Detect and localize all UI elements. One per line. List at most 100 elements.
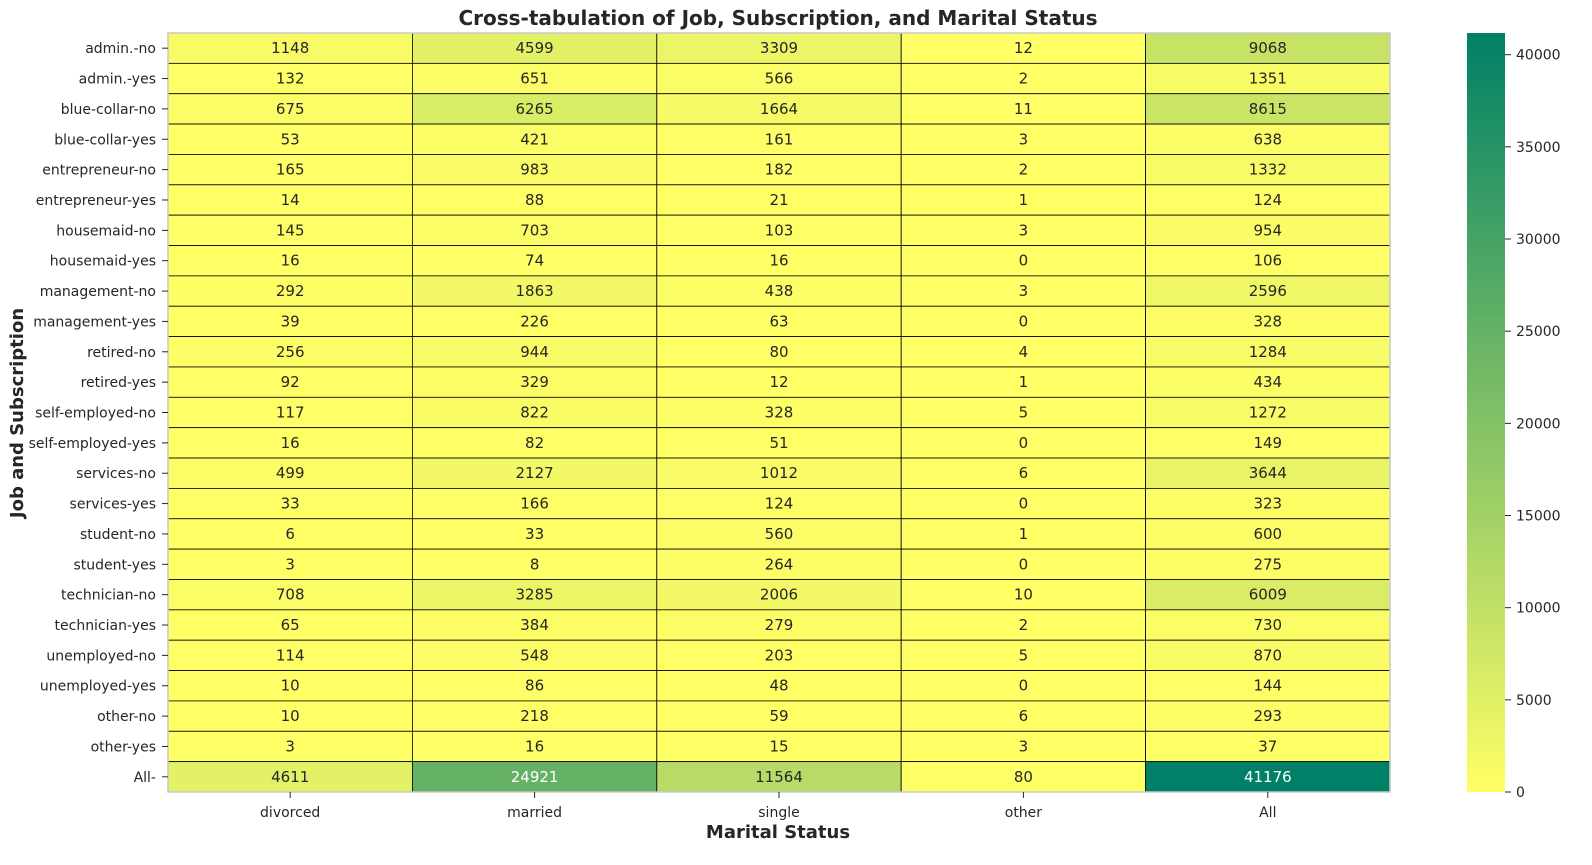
cell-value-label: 328 (1253, 312, 1282, 330)
column-tick-labels: divorced married single other All (260, 792, 1276, 821)
cell-value-label: 1 (1019, 525, 1029, 543)
cell-value-label: 14 (281, 191, 300, 209)
cell-value-label: 15 (769, 737, 788, 755)
heatmap-cell (1145, 639, 1391, 671)
row-tick-label: housemaid-no (56, 223, 156, 239)
heatmap-cell (900, 518, 1147, 550)
heatmap-cell (411, 487, 658, 520)
heatmap-cell (411, 427, 658, 459)
heatmap-cell (411, 275, 658, 307)
heatmap-cell (167, 245, 413, 277)
heatmap-cell (900, 336, 1147, 368)
cell-value-label: 106 (1253, 252, 1282, 270)
column-tick-label: married (507, 805, 562, 821)
cell-value-label: 33 (281, 495, 300, 513)
row-tick-label: admin.-yes (79, 72, 156, 88)
cell-value-label: 730 (1253, 616, 1282, 634)
heatmap-cell (900, 184, 1147, 216)
colorbar-tick-label: 15000 (1516, 509, 1561, 525)
row-tick-label: admin.-no (85, 41, 156, 57)
cell-value-label: 0 (1019, 252, 1029, 270)
cell-value-label: 145 (276, 221, 305, 239)
heatmap-cell (1145, 427, 1391, 459)
cell-value-label: 0 (1019, 677, 1029, 695)
cell-value-label: 203 (765, 646, 794, 664)
cell-value-label: 5 (1019, 404, 1029, 422)
heatmap-cell (411, 639, 658, 671)
cell-value-label: 80 (1014, 768, 1033, 786)
cell-value-label: 3644 (1249, 464, 1287, 482)
cell-value-label: 0 (1019, 495, 1029, 513)
heatmap-cell (656, 761, 902, 793)
heatmap-cell (1145, 245, 1391, 277)
cell-value-label: 48 (769, 677, 788, 695)
heatmap-cell (900, 609, 1147, 641)
heatmap-cell (411, 245, 658, 277)
cell-value-label: 384 (520, 616, 549, 634)
y-axis-label: Job and Subscription (7, 308, 28, 520)
row-tick-label: management-no (40, 284, 156, 300)
heatmap-cell (900, 123, 1147, 155)
heatmap-cell (167, 214, 413, 246)
heatmap-cell (656, 518, 902, 550)
heatmap-cell (411, 761, 658, 793)
cell-value-label: 3 (1019, 130, 1029, 148)
heatmap-cell (1145, 730, 1391, 763)
cell-value-label: 11564 (755, 768, 803, 786)
heatmap-cell (167, 62, 413, 95)
cell-value-label: 218 (520, 707, 549, 725)
row-tick-label: services-no (76, 466, 156, 482)
heatmap-cell (167, 427, 413, 459)
heatmap-cell (656, 62, 902, 95)
heatmap-cell (1145, 305, 1391, 337)
cell-value-label: 65 (281, 616, 300, 634)
cell-value-label: 4611 (271, 768, 309, 786)
cell-value-label: 16 (281, 434, 300, 452)
cell-value-label: 4599 (516, 39, 554, 57)
cell-value-label: 870 (1253, 646, 1282, 664)
heatmap-cell (167, 761, 413, 793)
cell-value-label: 675 (276, 100, 305, 118)
heatmap-cell (167, 154, 413, 186)
cell-value-label: 114 (276, 646, 305, 664)
cell-value-label: 8 (530, 555, 540, 573)
cell-value-label: 708 (276, 586, 305, 604)
cell-value-label: 86 (525, 677, 544, 695)
cell-value-label: 24921 (511, 768, 559, 786)
cell-value-label: 4 (1019, 343, 1029, 361)
heatmap-cell (656, 154, 902, 186)
cell-value-label: 3 (1019, 221, 1029, 239)
row-tick-label: housemaid-yes (50, 254, 156, 270)
row-tick-label: blue-collar-yes (54, 132, 156, 148)
cell-value-label: 6 (1019, 464, 1029, 482)
heatmap-cell (900, 457, 1147, 489)
cell-value-label: 1332 (1249, 161, 1287, 179)
heatmap-cell (411, 184, 658, 216)
cell-value-label: 103 (765, 221, 794, 239)
column-tick-label: divorced (260, 805, 320, 821)
cell-value-label: 275 (1253, 555, 1282, 573)
cell-value-label: 0 (1019, 434, 1029, 452)
heatmap-cell (411, 518, 658, 550)
colorbar-tick-label: 10000 (1516, 601, 1561, 617)
cell-value-label: 3 (1019, 282, 1029, 300)
heatmap-cell (656, 184, 902, 216)
cell-value-label: 161 (765, 130, 794, 148)
cell-value-label: 21 (769, 191, 788, 209)
heatmap-cell (1145, 154, 1391, 186)
colorbar-tick-label: 25000 (1516, 324, 1561, 340)
cell-value-label: 5 (1019, 646, 1029, 664)
cell-value-label: 33 (525, 525, 544, 543)
colorbar-tick-label: 40000 (1516, 48, 1561, 64)
heatmap-cell (167, 305, 413, 337)
heatmap-cell (900, 366, 1147, 398)
heatmap-cell (1145, 518, 1391, 550)
cell-value-label: 182 (765, 161, 794, 179)
cell-value-label: 6 (285, 525, 295, 543)
heatmap-cell (1145, 457, 1391, 489)
heatmap-cell (167, 32, 413, 64)
cell-value-label: 16 (281, 252, 300, 270)
cell-value-label: 9068 (1249, 39, 1287, 57)
cell-value-label: 6009 (1249, 586, 1287, 604)
